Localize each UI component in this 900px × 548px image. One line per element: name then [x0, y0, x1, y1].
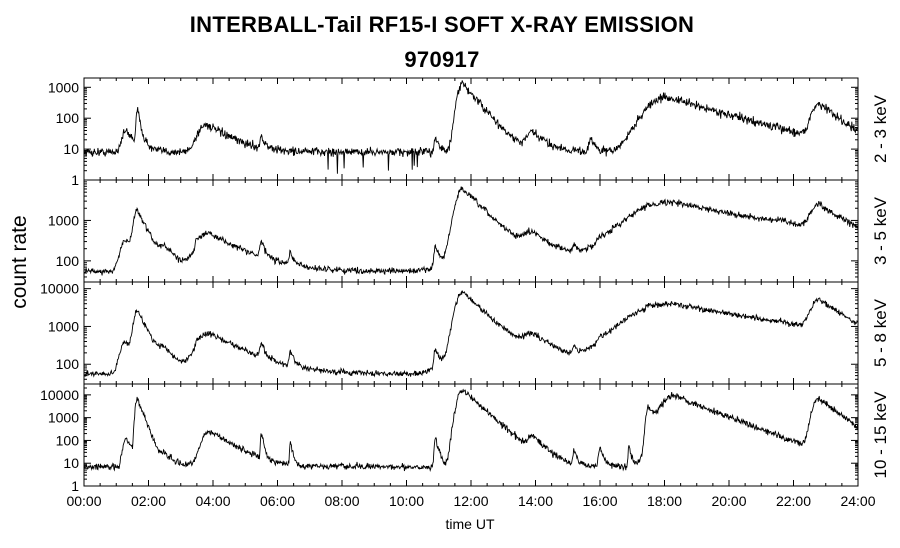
series-line-2	[83, 290, 859, 378]
series-line-0	[83, 80, 859, 174]
x-tick-label: 12:00	[453, 493, 488, 509]
panel-label: 2 - 3 keV	[871, 94, 890, 163]
x-tick-label: 22:00	[776, 493, 811, 509]
y-tick-label: 10	[63, 455, 79, 471]
x-tick-label: 00:00	[66, 493, 101, 509]
x-axis-label: time UT	[446, 516, 495, 532]
x-tick-label: 02:00	[131, 493, 166, 509]
y-tick-label: 1000	[48, 410, 79, 426]
y-tick-label: 100	[56, 110, 80, 126]
x-tick-label: 04:00	[195, 493, 230, 509]
series-line-3	[83, 388, 859, 472]
y-tick-label: 10000	[40, 387, 79, 403]
y-tick-label: 1000	[48, 212, 79, 228]
y-tick-label: 10	[63, 141, 79, 157]
x-tick-label: 08:00	[324, 493, 359, 509]
y-tick-label: 1	[71, 478, 79, 494]
x-tick-label: 24:00	[840, 493, 875, 509]
x-tick-label: 20:00	[711, 493, 746, 509]
series-line-1	[83, 186, 859, 276]
x-tick-label: 16:00	[582, 493, 617, 509]
y-tick-label: 100	[56, 432, 80, 448]
y-tick-label: 1000	[48, 79, 79, 95]
y-axis-label: count rate	[8, 215, 31, 308]
y-tick-label: 1	[71, 172, 79, 188]
chart-subtitle: 970917	[404, 47, 480, 72]
y-tick-label: 100	[56, 253, 80, 269]
x-tick-label: 18:00	[647, 493, 682, 509]
x-tick-label: 10:00	[389, 493, 424, 509]
panel-label: 5 - 8 keV	[871, 298, 890, 367]
y-tick-label: 100	[56, 356, 80, 372]
x-tick-label: 14:00	[518, 493, 553, 509]
panel-label: 10 - 15 keV	[871, 391, 890, 479]
chart-title: INTERBALL-Tail RF15-I SOFT X-RAY EMISSIO…	[189, 12, 695, 37]
x-tick-label: 06:00	[260, 493, 295, 509]
y-tick-label: 1000	[48, 318, 79, 334]
panel-label: 3 - 5 keV	[871, 196, 890, 265]
y-tick-label: 10000	[40, 281, 79, 297]
